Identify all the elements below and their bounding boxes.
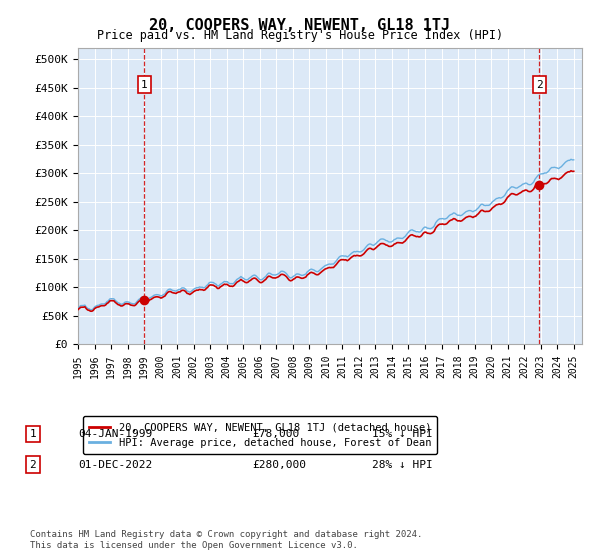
Text: £280,000: £280,000	[252, 460, 306, 470]
Text: 01-DEC-2022: 01-DEC-2022	[78, 460, 152, 470]
Legend: 20, COOPERS WAY, NEWENT, GL18 1TJ (detached house), HPI: Average price, detached: 20, COOPERS WAY, NEWENT, GL18 1TJ (detac…	[83, 417, 437, 454]
Text: 2: 2	[29, 460, 37, 470]
Text: 1: 1	[29, 429, 37, 439]
Text: This data is licensed under the Open Government Licence v3.0.: This data is licensed under the Open Gov…	[30, 541, 358, 550]
Text: 1: 1	[141, 80, 148, 90]
Text: 28% ↓ HPI: 28% ↓ HPI	[372, 460, 433, 470]
Text: 20, COOPERS WAY, NEWENT, GL18 1TJ: 20, COOPERS WAY, NEWENT, GL18 1TJ	[149, 18, 451, 33]
Text: Price paid vs. HM Land Registry's House Price Index (HPI): Price paid vs. HM Land Registry's House …	[97, 29, 503, 42]
Text: 04-JAN-1999: 04-JAN-1999	[78, 429, 152, 439]
Text: 15% ↓ HPI: 15% ↓ HPI	[372, 429, 433, 439]
Text: 2: 2	[536, 80, 543, 90]
Text: £78,000: £78,000	[252, 429, 299, 439]
Text: Contains HM Land Registry data © Crown copyright and database right 2024.: Contains HM Land Registry data © Crown c…	[30, 530, 422, 539]
